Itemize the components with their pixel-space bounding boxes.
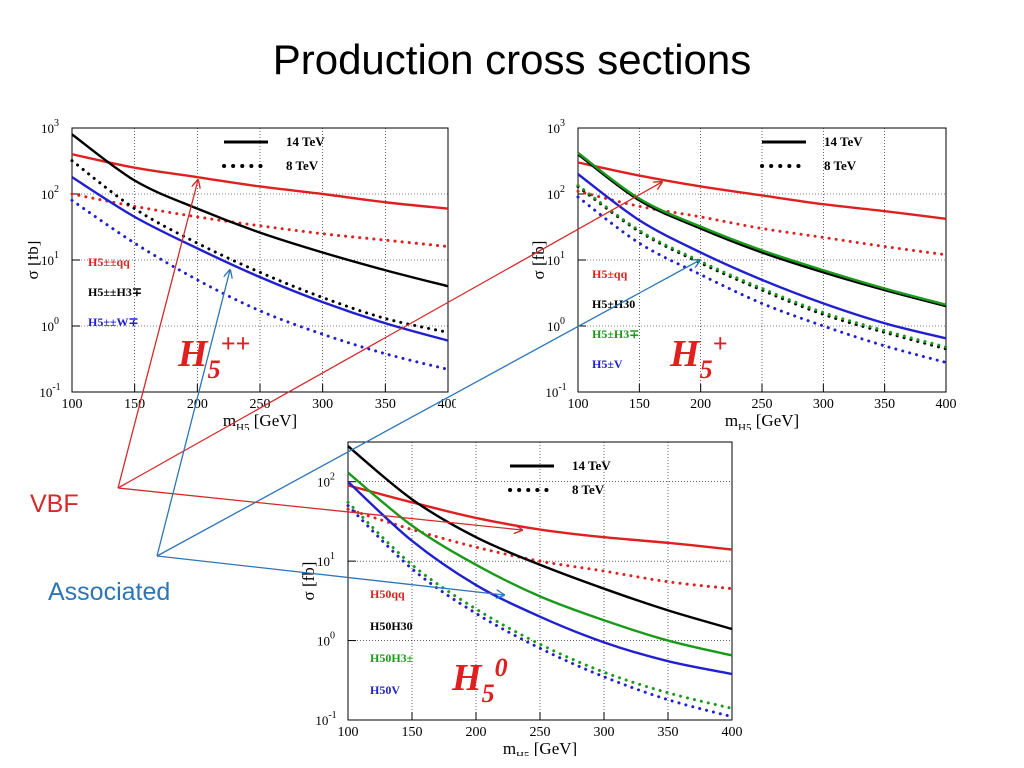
chart-h5p: 100 150 200 250 300 350 40010-1100101102103mH5… <box>529 118 957 430</box>
legend-label: 14 TeV <box>286 134 325 149</box>
x-tick-label: 200 <box>690 397 711 412</box>
y-tick-label: 102 <box>41 184 59 202</box>
x-tick-label: 100 <box>568 397 589 412</box>
process-label: H5±qq <box>592 267 628 281</box>
y-tick-label: 103 <box>547 118 565 136</box>
legend-label: 14 TeV <box>572 458 611 473</box>
series-line-6 <box>346 504 734 719</box>
series-line-0 <box>577 161 947 221</box>
y-tick-label: 101 <box>317 551 335 569</box>
associated-label: Associated <box>48 578 171 606</box>
x-tick-label: 200 <box>187 397 208 412</box>
x-axis-label: mH5 [GeV] <box>725 411 799 430</box>
process-label: H50qq <box>370 587 405 601</box>
x-tick-label: 100 <box>338 725 359 740</box>
y-tick-label: 100 <box>547 316 565 334</box>
x-tick-label: 400 <box>936 397 957 412</box>
process-label: H50V <box>370 683 400 697</box>
legend-label: 8 TeV <box>286 158 319 173</box>
process-label: H50H3± <box>370 651 414 665</box>
process-label: H50H30 <box>370 619 413 633</box>
y-tick-label: 10-1 <box>315 710 336 728</box>
slide-title: Production cross sections <box>272 36 752 83</box>
y-axis-label: σ [fb] <box>28 241 42 280</box>
x-tick-label: 150 <box>124 397 145 412</box>
x-tick-label: 300 <box>594 725 615 740</box>
x-tick-label: 350 <box>658 725 679 740</box>
y-tick-label: 101 <box>547 250 565 268</box>
legend: 14 TeV 8 TeV <box>760 134 863 173</box>
chart-h5pp: 100 150 200 250 300 350 40010-1100101102103mH5… <box>28 118 456 430</box>
y-axis-label: σ [fb] <box>529 241 548 280</box>
process-label: H5±±W∓ <box>88 315 139 329</box>
x-tick-label: 250 <box>530 725 551 740</box>
series-line-4 <box>576 184 948 351</box>
process-label: H5±V <box>592 357 623 371</box>
vbf-label: VBF <box>30 490 79 518</box>
y-tick-label: 10-1 <box>39 382 60 400</box>
series-line-5 <box>346 500 734 710</box>
legend-label: 8 TeV <box>572 482 605 497</box>
legend-label: 8 TeV <box>824 158 857 173</box>
y-tick-label: 101 <box>41 250 59 268</box>
x-axis-label: mH5 [GeV] <box>503 739 577 756</box>
y-axis-label: σ [fb] <box>300 562 318 601</box>
process-label: H5±±H3∓ <box>88 285 142 299</box>
x-tick-label: 100 <box>62 397 83 412</box>
x-tick-label: 350 <box>874 397 895 412</box>
x-tick-label: 300 <box>813 397 834 412</box>
process-label: H5±H3∓ <box>592 327 639 341</box>
legend-label: 14 TeV <box>824 134 863 149</box>
series-line-1 <box>346 507 734 591</box>
x-tick-label: 350 <box>375 397 396 412</box>
particle-label: H50 <box>451 653 508 708</box>
y-tick-label: 10-1 <box>545 382 566 400</box>
y-tick-label: 103 <box>41 118 59 136</box>
x-tick-label: 400 <box>438 397 457 412</box>
series-line-5 <box>576 183 948 349</box>
y-tick-label: 102 <box>317 472 335 490</box>
x-tick-label: 300 <box>312 397 333 412</box>
x-tick-label: 150 <box>402 725 423 740</box>
y-tick-label: 100 <box>317 631 335 649</box>
process-label: H5±H30 <box>592 297 635 311</box>
process-label: H5±±qq <box>88 255 130 269</box>
x-tick-label: 250 <box>250 397 271 412</box>
x-tick-label: 400 <box>722 725 743 740</box>
x-axis-label: mH5 [GeV] <box>223 411 297 430</box>
x-tick-label: 200 <box>466 725 487 740</box>
legend: 14 TeV 8 TeV <box>222 134 325 173</box>
y-tick-label: 102 <box>547 184 565 202</box>
x-tick-label: 250 <box>752 397 773 412</box>
x-tick-label: 150 <box>629 397 650 412</box>
y-tick-label: 100 <box>41 316 59 334</box>
